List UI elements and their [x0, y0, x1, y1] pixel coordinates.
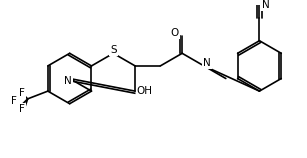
Text: F: F [19, 88, 25, 98]
Text: S: S [110, 45, 117, 55]
Text: OH: OH [137, 86, 153, 96]
Text: N: N [262, 0, 270, 10]
Text: O: O [170, 28, 179, 38]
Text: N: N [203, 58, 211, 68]
Text: F: F [19, 103, 25, 114]
Text: F: F [11, 96, 17, 106]
Text: N: N [64, 76, 72, 86]
